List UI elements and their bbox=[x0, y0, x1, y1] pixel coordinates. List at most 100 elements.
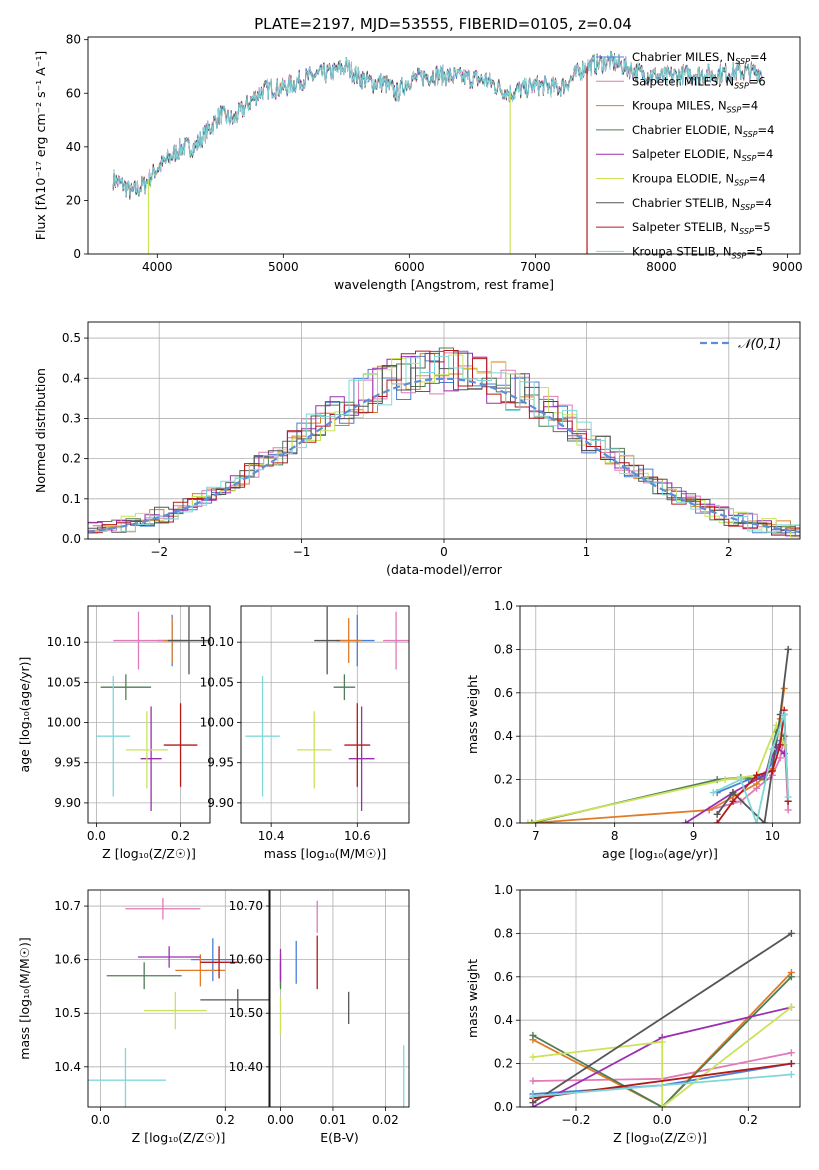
figure-title: PLATE=2197, MJD=53555, FIBERID=0105, z=0… bbox=[254, 15, 632, 33]
spectrum-legend: Chabrier MILES, NSSP=4 Salpeter MILES, NS… bbox=[596, 50, 774, 260]
x-tick-label: 0.2 bbox=[739, 1113, 758, 1127]
x-tick-label: 9 bbox=[690, 829, 698, 843]
histogram-step-salpeter-elodie bbox=[88, 350, 800, 537]
mass-weight-line-chabrier-elodie bbox=[532, 976, 793, 1107]
x-tick-label: 0 bbox=[440, 545, 448, 559]
mass-weight-marker bbox=[713, 819, 721, 823]
x-axis-label: Z [log₁₀(Z/Z☉)] bbox=[613, 1130, 707, 1145]
x-tick-label: 10.4 bbox=[258, 829, 285, 843]
mass-weight-line-chabrier-stelib bbox=[532, 932, 792, 1104]
grid-lines bbox=[270, 890, 409, 1107]
mass-weight-marker bbox=[761, 819, 769, 823]
y-tick-label: 0.3 bbox=[62, 411, 81, 425]
plot-area bbox=[279, 900, 405, 1107]
legend-label-chabrier-stelib: Chabrier STELIB, NSSP=4 bbox=[632, 196, 772, 212]
x-tick-label: 10.6 bbox=[344, 829, 371, 843]
y-tick-label: 0.4 bbox=[494, 1013, 513, 1027]
mass-weight-marker bbox=[768, 767, 776, 775]
axis-ticks: 0.00 0.01 0.02 10.40 10.50 10.60 10.70 bbox=[229, 899, 399, 1127]
y-tick-label: 0.2 bbox=[494, 773, 513, 787]
legend-label-salpeter-stelib: Salpeter STELIB, NSSP=5 bbox=[632, 220, 771, 236]
x-tick-label: 0.2 bbox=[216, 1113, 235, 1127]
errorbar-point-chabrier-elodie bbox=[106, 962, 182, 990]
y-tick-label: 0.4 bbox=[62, 371, 81, 385]
x-tick-label: 0.0 bbox=[91, 1113, 110, 1127]
legend-label-chabrier-elodie: Chabrier ELODIE, NSSP=4 bbox=[632, 123, 774, 139]
legend-label-salpeter-elodie: Salpeter ELODIE, NSSP=4 bbox=[632, 147, 773, 163]
axes-frame bbox=[519, 889, 801, 1108]
y-tick-label: 0.2 bbox=[494, 1057, 513, 1071]
y-tick-label: 0.1 bbox=[62, 492, 81, 506]
y-tick-label: 0.6 bbox=[494, 970, 513, 984]
x-tick-label: 7 bbox=[532, 829, 540, 843]
mass-weight-marker bbox=[729, 789, 737, 797]
y-tick-label: 10.05 bbox=[200, 675, 234, 689]
mass-weight-line-chabrier-stelib bbox=[716, 649, 790, 823]
y-tick-label: 60 bbox=[66, 86, 81, 100]
mass-vs-metallicity-panel: 0.0 0.2 10.4 10.5 10.6 10.7 Z [log₁₀(Z/Z☉)] mas… bbox=[17, 889, 270, 1145]
y-tick-label: 40 bbox=[66, 140, 81, 154]
gaussian-curve bbox=[88, 377, 800, 534]
y-axis-label: Normed distribution bbox=[33, 368, 48, 493]
errorbar-point-chabrier-stelib bbox=[314, 606, 341, 675]
mass-weight-marker bbox=[787, 1060, 795, 1068]
y-tick-label: 10.60 bbox=[229, 953, 263, 967]
residual-histogram-panel: −2 −1 0 1 2 0.0 0.1 0.2 0.3 0.4 0.5 (data-model)/er… bbox=[33, 321, 801, 577]
mass-weight-line-kroupa-stelib bbox=[712, 714, 790, 823]
y-tick-label: 10.4 bbox=[54, 1060, 81, 1074]
axes-frame bbox=[87, 36, 801, 255]
errorbar-point-salpeter-miles bbox=[125, 898, 201, 920]
errorbar-point-chabrier-stelib bbox=[200, 989, 269, 1011]
y-tick-label: 10.7 bbox=[54, 899, 81, 913]
mass-weight-marker bbox=[787, 1070, 795, 1078]
grid-lines bbox=[241, 606, 409, 823]
x-axis-label: (data-model)/error bbox=[386, 562, 503, 577]
x-tick-label: 8000 bbox=[646, 260, 677, 274]
errorbar-point-salpeter-stelib bbox=[344, 703, 371, 787]
x-tick-label: 4000 bbox=[142, 260, 173, 274]
errorbar-point-kroupa-elodie bbox=[297, 711, 332, 789]
mass-weight-marker bbox=[780, 711, 788, 718]
mass-weight-marker bbox=[776, 741, 784, 749]
plot-area bbox=[96, 606, 210, 811]
errorbar-point-chabrier-stelib bbox=[167, 606, 210, 675]
y-tick-label: 10.40 bbox=[229, 1060, 263, 1074]
axes-frame bbox=[519, 605, 801, 824]
errorbar-point-salpeter-miles bbox=[113, 611, 164, 670]
plot-area bbox=[88, 898, 269, 1107]
legend-label-kroupa-stelib: Kroupa STELIB, NSSP=5 bbox=[632, 244, 763, 260]
errorbar-point-kroupa-stelib bbox=[96, 675, 131, 797]
y-tick-label: 10.05 bbox=[47, 675, 81, 689]
mass-weight-vs-age-panel: 7 8 9 10 0.0 0.2 0.4 0.6 0.8 1.0 age [log₁₀(age/yr… bbox=[465, 599, 801, 861]
y-axis-label: mass [log₁₀(M/M☉)] bbox=[17, 937, 32, 1059]
axis-ticks: 7 8 9 10 0.0 0.2 0.4 0.6 0.8 1.0 bbox=[494, 599, 780, 843]
y-axis-label: mass weight bbox=[465, 959, 480, 1038]
y-tick-label: 20 bbox=[66, 193, 81, 207]
y-tick-label: 9.95 bbox=[207, 756, 234, 770]
y-tick-label: 0.6 bbox=[494, 686, 513, 700]
plot-area bbox=[529, 929, 795, 1107]
age-vs-mass-panel: 10.4 10.6 9.90 9.95 10.00 10.05 10.10 mass [log… bbox=[200, 605, 410, 861]
age-vs-metallicity-panel: 0.0 0.2 9.90 9.95 10.00 10.05 10.10 Z [log₁₀(Z/… bbox=[17, 605, 211, 861]
axis-ticks: 4000 5000 6000 7000 8000 9000 0 20 40 60 80 bbox=[66, 33, 803, 274]
mass-weight-marker bbox=[787, 1049, 795, 1057]
mass-weight-marker bbox=[528, 819, 536, 823]
mass-weight-marker bbox=[787, 1003, 795, 1011]
spectrum-panel: 4000 5000 6000 7000 8000 9000 0 20 40 60 80 wavelen… bbox=[33, 33, 803, 292]
x-axis-label: E(B-V) bbox=[320, 1130, 359, 1145]
plot-area bbox=[245, 606, 409, 811]
axes-frame bbox=[240, 605, 410, 824]
errorbar-point-kroupa-elodie bbox=[125, 711, 168, 789]
legend-label-salpeter-miles: Salpeter MILES, NSSP=6 bbox=[632, 74, 766, 90]
y-tick-label: 0.8 bbox=[494, 642, 513, 656]
spectrum-line-kroupa-stelib bbox=[112, 51, 763, 196]
mass-weight-marker bbox=[768, 745, 776, 753]
y-axis-label: Flux [fλ10⁻¹⁷ erg cm⁻² s⁻¹ A⁻¹] bbox=[33, 51, 48, 240]
y-tick-label: 10.00 bbox=[200, 716, 234, 730]
x-tick-label: 0.0 bbox=[87, 829, 106, 843]
y-tick-label: 10.00 bbox=[47, 716, 81, 730]
x-tick-label: −1 bbox=[293, 545, 311, 559]
mass-weight-marker bbox=[753, 780, 761, 788]
y-tick-label: 0.0 bbox=[62, 532, 81, 546]
x-tick-label: 0.2 bbox=[171, 829, 190, 843]
